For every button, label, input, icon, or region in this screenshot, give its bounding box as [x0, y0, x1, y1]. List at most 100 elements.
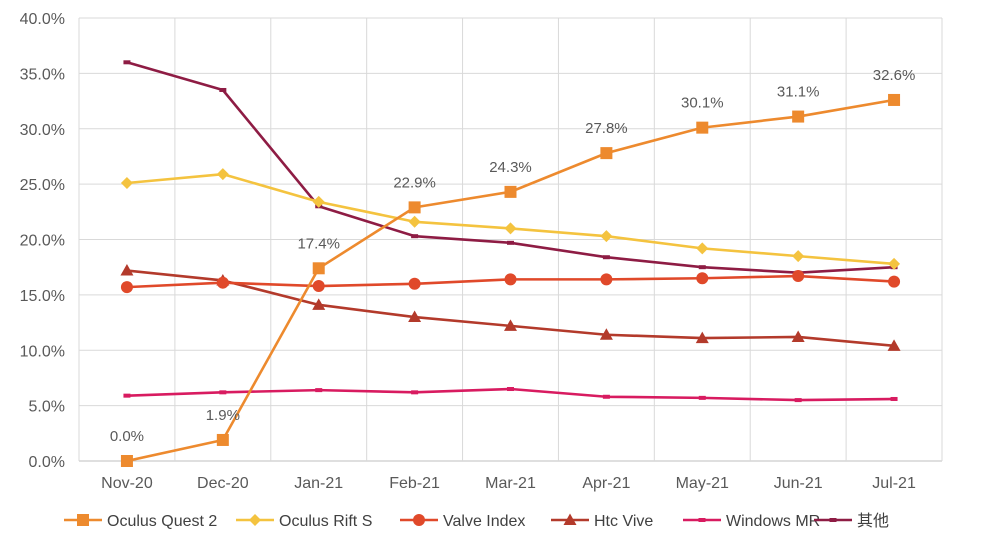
data-point — [411, 234, 419, 239]
data-point — [507, 240, 514, 245]
legend-item-htc-vive: Htc Vive — [551, 513, 653, 530]
data-label: 24.3% — [489, 159, 532, 176]
series-valve-index — [120, 270, 901, 294]
data-point — [507, 387, 514, 392]
data-point — [890, 396, 898, 401]
data-point — [888, 93, 901, 106]
data-point — [600, 147, 613, 160]
x-tick-label: Feb-21 — [389, 475, 440, 492]
data-point — [120, 455, 133, 467]
legend-swatch-marker — [698, 518, 706, 522]
data-point — [411, 390, 419, 395]
data-point — [794, 398, 802, 403]
data-point — [792, 110, 805, 123]
data-point — [312, 195, 325, 208]
data-point — [696, 121, 709, 134]
data-label: 1.9% — [206, 407, 240, 424]
legend-item-oculus-quest-2: Oculus Quest 2 — [64, 513, 217, 530]
data-point — [696, 272, 709, 285]
data-point — [120, 177, 133, 190]
y-tick-label: 0.0% — [29, 454, 65, 471]
y-tick-label: 35.0% — [20, 66, 65, 83]
data-labels: 0.0% 1.9% 17.4% 22.9% 24.3% 27.8% 30.1% 31.1% 32… — [110, 67, 915, 445]
y-tick-label: 30.0% — [20, 122, 65, 139]
data-point — [408, 277, 421, 290]
data-label: 22.9% — [393, 174, 436, 191]
data-label: 17.4% — [297, 235, 340, 252]
series-oculus-quest-2 — [120, 93, 901, 467]
data-point — [216, 433, 229, 446]
series-windows-mr — [123, 387, 898, 403]
data-point — [408, 201, 421, 214]
data-point — [696, 242, 709, 255]
y-tick-label: 25.0% — [20, 177, 65, 194]
legend-label: Valve Index — [443, 513, 525, 530]
legend-label: Oculus Rift S — [279, 513, 372, 530]
legend-label: Oculus Quest 2 — [107, 513, 217, 530]
x-tick-label: Apr-21 — [582, 475, 630, 492]
legend-item-windows-mr: Windows MR — [683, 513, 820, 530]
data-point — [315, 388, 323, 393]
data-point — [504, 185, 517, 198]
x-tick-label: Jan-21 — [294, 475, 343, 492]
data-point — [408, 215, 421, 228]
x-tick-label: Nov-20 — [101, 475, 153, 492]
data-point — [600, 273, 613, 286]
data-point — [312, 298, 326, 310]
legend-label: Windows MR — [726, 513, 820, 530]
x-tick-label: May-21 — [676, 475, 729, 492]
legend-item-valve-index: Valve Index — [400, 513, 525, 530]
legend-swatch-marker — [829, 518, 837, 522]
data-point — [888, 275, 901, 288]
data-point — [504, 222, 517, 235]
legend-swatch-marker — [563, 513, 577, 525]
data-point — [120, 264, 134, 276]
data-point — [791, 330, 805, 342]
y-tick-label: 10.0% — [20, 343, 65, 360]
data-point — [216, 168, 229, 181]
data-point — [792, 270, 805, 283]
data-label: 0.0% — [110, 428, 144, 445]
data-point — [602, 255, 610, 260]
data-point — [695, 331, 709, 344]
legend-swatch-marker — [77, 514, 89, 526]
data-label: 32.6% — [873, 67, 916, 84]
y-tick-label: 5.0% — [29, 399, 65, 416]
legend: Oculus Quest 2 Oculus Rift S Valve Index Ht… — [64, 512, 889, 530]
data-point — [600, 230, 613, 243]
legend-item-oculus-rift-s: Oculus Rift S — [236, 513, 372, 530]
data-point — [312, 262, 325, 275]
series-oculus-rift-s — [120, 168, 901, 270]
data-point — [602, 394, 610, 399]
data-label: 30.1% — [681, 95, 724, 112]
legend-label: Htc Vive — [594, 513, 653, 530]
x-tick-label: Jul-21 — [872, 475, 916, 492]
data-point — [887, 339, 901, 351]
data-point — [216, 276, 229, 289]
data-point — [312, 280, 325, 293]
data-point — [120, 281, 133, 294]
data-point — [504, 273, 517, 286]
data-label: 27.8% — [585, 120, 628, 137]
data-point — [698, 395, 706, 400]
x-axis-ticks: Nov-20 Dec-20 Jan-21 Feb-21 Mar-21 Apr-21 May-… — [101, 475, 916, 492]
y-axis-ticks: 0.0% 5.0% 10.0% 15.0% 20.0% 25.0% 30.0% 35.0% 40… — [20, 11, 65, 471]
data-point — [599, 328, 613, 340]
legend-swatch-marker — [249, 514, 261, 526]
legend-item-其他: 其他 — [814, 512, 889, 530]
data-point — [792, 250, 805, 263]
data-point — [219, 390, 227, 395]
y-tick-label: 20.0% — [20, 233, 65, 250]
x-tick-label: Jun-21 — [774, 475, 823, 492]
legend-swatch-marker — [413, 514, 425, 526]
data-point — [888, 257, 901, 270]
data-point — [219, 87, 227, 92]
data-point — [698, 265, 706, 270]
data-label: 31.1% — [777, 84, 820, 101]
legend-label: 其他 — [857, 512, 889, 530]
data-point — [408, 310, 422, 323]
data-point — [504, 319, 517, 331]
y-tick-label: 15.0% — [20, 288, 65, 305]
x-tick-label: Mar-21 — [485, 475, 536, 492]
